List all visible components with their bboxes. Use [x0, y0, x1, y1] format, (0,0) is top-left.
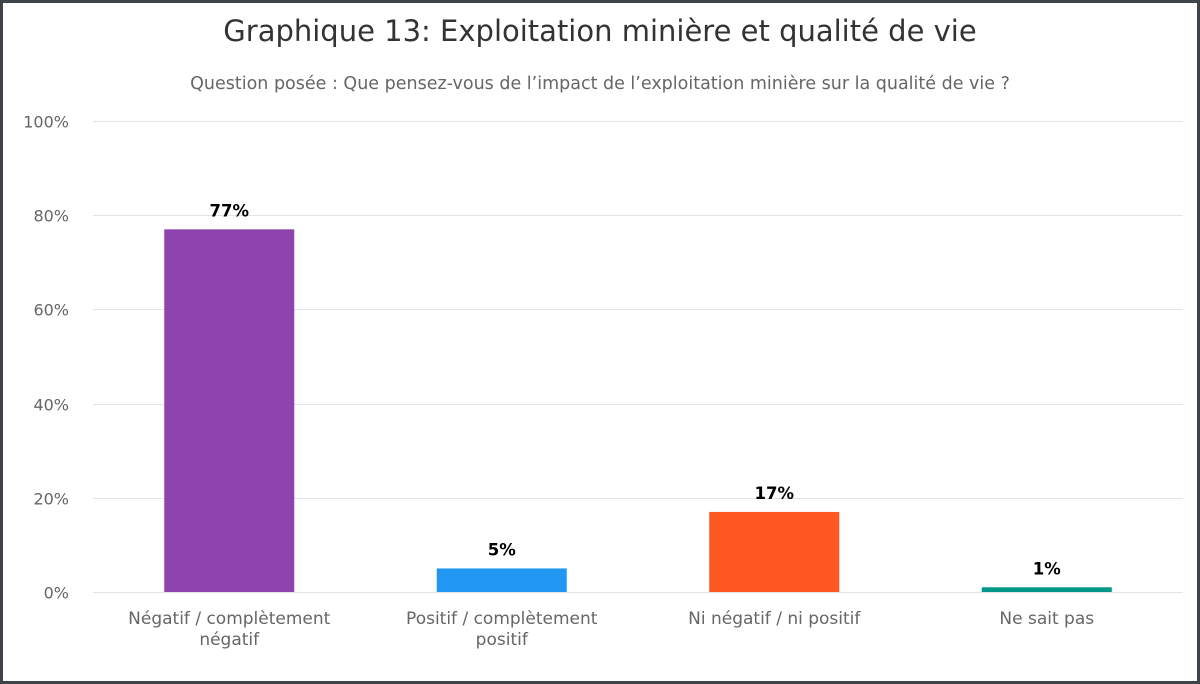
- x-tick-label: Négatif / complètement négatif: [128, 609, 330, 650]
- y-tick-label: 100%: [23, 113, 69, 132]
- y-tick-label: 40%: [33, 396, 69, 415]
- chart-subtitle: Question posée : Que pensez-vous de l’im…: [190, 74, 1010, 94]
- bar-chart: Graphique 13: Exploitation minière et qu…: [23, 14, 1183, 650]
- bar: [709, 511, 840, 592]
- chart-title: Graphique 13: Exploitation minière et qu…: [223, 14, 976, 48]
- data-label: 17%: [755, 484, 795, 503]
- bar: [981, 587, 1112, 592]
- x-tick-label: Positif / complètement positif: [406, 609, 598, 650]
- x-tick-label-line: Positif / complètement: [406, 609, 598, 629]
- x-tick-label-line: négatif: [199, 630, 260, 650]
- data-labels: 77% 5% 17% 1%: [210, 201, 1062, 578]
- data-label: 77%: [210, 201, 250, 220]
- data-label: 1%: [1033, 559, 1061, 578]
- x-axis-tick-labels: Négatif / complètement négatif Positif / c…: [128, 609, 1094, 650]
- y-tick-label: 60%: [33, 301, 69, 320]
- x-tick-label-line: Ne sait pas: [999, 609, 1094, 629]
- x-tick-label-line: Ni négatif / ni positif: [688, 609, 861, 629]
- y-tick-label: 0%: [44, 584, 69, 603]
- y-tick-label: 20%: [33, 490, 69, 509]
- x-tick-label-line: positif: [476, 630, 529, 650]
- y-axis-tick-labels: 0% 20% 40% 60% 80% 100%: [23, 113, 69, 603]
- bars: [164, 229, 1112, 592]
- x-tick-label: Ne sait pas: [999, 609, 1094, 629]
- bar: [164, 229, 295, 592]
- bar: [436, 568, 567, 592]
- data-label: 5%: [488, 540, 516, 559]
- x-tick-label: Ni négatif / ni positif: [688, 609, 861, 629]
- x-tick-label-line: Négatif / complètement: [128, 609, 330, 629]
- y-tick-label: 80%: [33, 207, 69, 226]
